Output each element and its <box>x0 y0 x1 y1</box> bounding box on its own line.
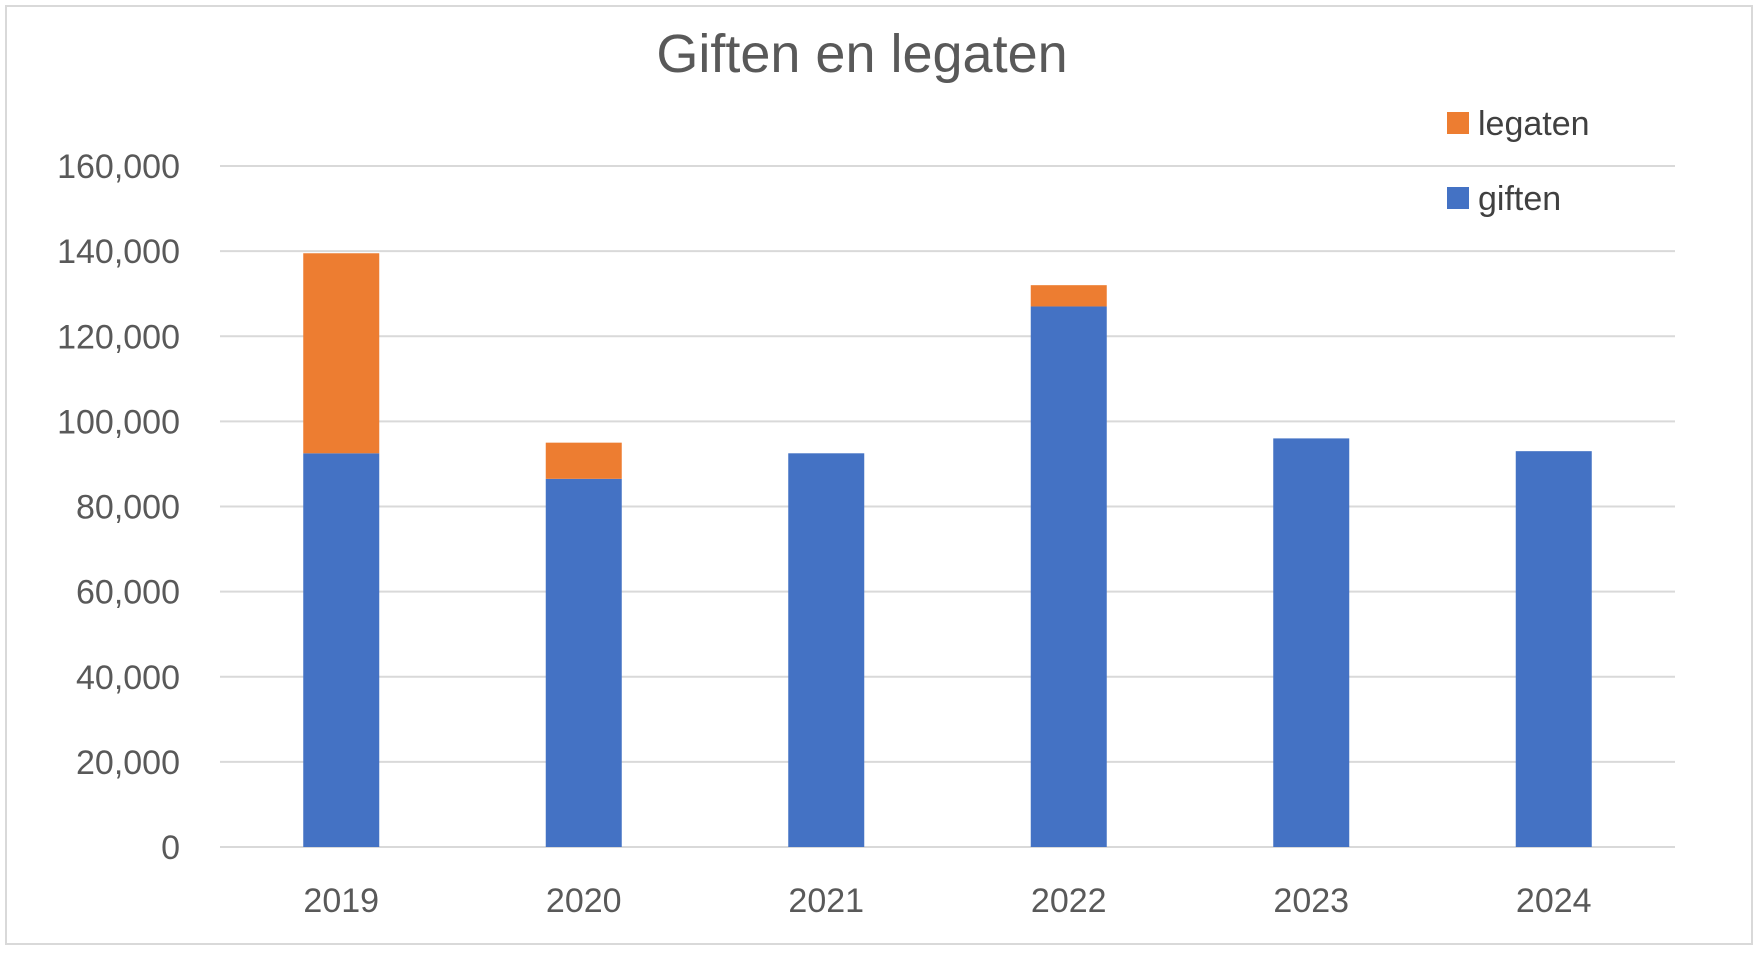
legend: legaten giften <box>1447 105 1590 218</box>
x-tick-label: 2020 <box>546 882 622 920</box>
bar-legaten-2022 <box>1030 285 1107 307</box>
legend-label-giften: giften <box>1478 180 1561 218</box>
x-tick-label: 2023 <box>1273 882 1349 920</box>
y-tick-label: 40,000 <box>76 659 180 697</box>
y-tick-label: 20,000 <box>76 744 180 782</box>
x-tick-label: 2022 <box>1031 882 1107 920</box>
x-axis-ticks: 2019 2020 2021 2022 2023 2024 <box>303 882 1591 920</box>
chart-frame <box>5 5 1753 945</box>
y-tick-label: 140,000 <box>57 233 180 271</box>
x-tick-label: 2019 <box>303 882 379 920</box>
bar-legaten-2019 <box>303 253 380 454</box>
chart-title: Giften en legaten <box>656 24 1067 84</box>
legend-label-legaten: legaten <box>1478 105 1590 143</box>
y-tick-label: 0 <box>161 829 180 867</box>
bar-giften-2023 <box>1273 438 1350 847</box>
gridlines <box>220 165 1675 848</box>
legend-swatch-giften <box>1447 187 1469 209</box>
y-tick-label: 60,000 <box>76 574 180 612</box>
x-tick-label: 2024 <box>1516 882 1592 920</box>
y-tick-label: 120,000 <box>57 318 180 356</box>
bar-giften-2021 <box>788 453 865 847</box>
y-axis-ticks: 0 20,000 40,000 60,000 80,000 100,000 120,000 1… <box>57 148 180 867</box>
bars <box>303 253 1592 847</box>
y-tick-label: 160,000 <box>57 148 180 186</box>
y-tick-label: 100,000 <box>57 403 180 441</box>
x-tick-label: 2021 <box>788 882 864 920</box>
bar-giften-2019 <box>303 453 380 847</box>
y-tick-label: 80,000 <box>76 489 180 527</box>
bar-giften-2022 <box>1030 306 1107 847</box>
legend-swatch-legaten <box>1447 112 1469 134</box>
bar-legaten-2020 <box>545 442 622 479</box>
bar-giften-2024 <box>1515 451 1592 847</box>
bar-giften-2020 <box>545 478 622 847</box>
